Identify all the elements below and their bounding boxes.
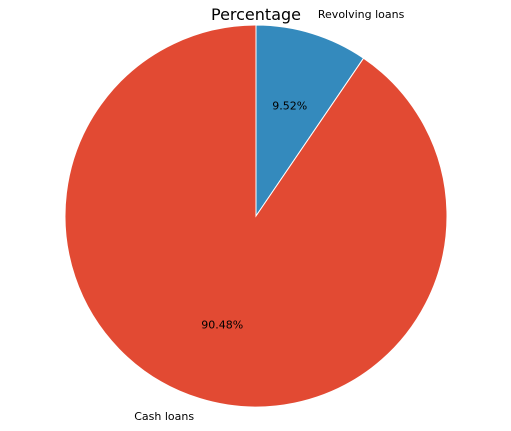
slice-cash-loans-label: Cash loans (134, 410, 194, 423)
chart-title: Percentage (211, 5, 301, 24)
slice-revolving-loans-percent-label: 9.52% (272, 99, 307, 112)
slices-layer (64, 24, 448, 408)
labels-layer: Revolving loans 9.52% Cash loans 90.48% (134, 8, 404, 423)
slice-cash-loans-percent-label: 90.48% (201, 319, 243, 332)
slice-revolving-loans (255, 24, 365, 218)
slice-revolving-loans-label: Revolving loans (318, 8, 405, 21)
slice-cash-loans (64, 24, 448, 408)
